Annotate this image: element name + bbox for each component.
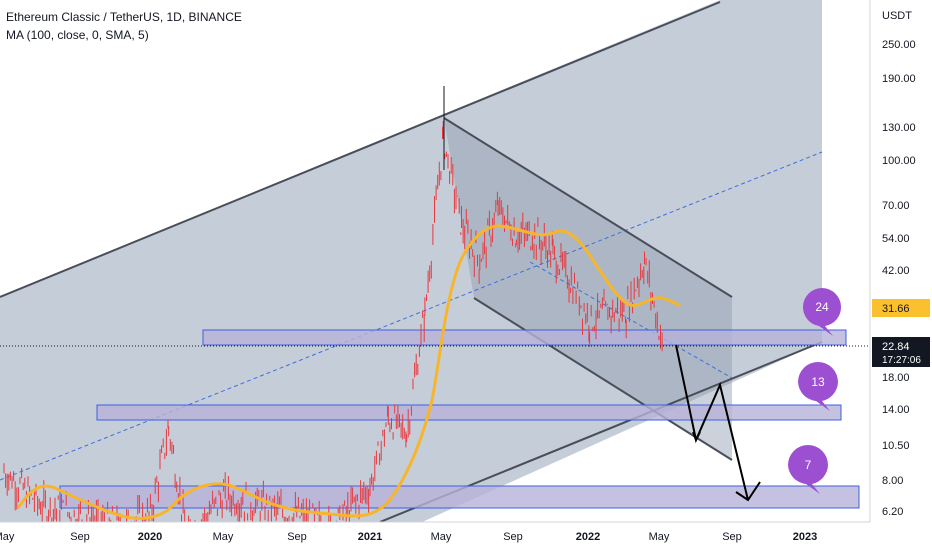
badge-24-label: 24 <box>815 300 829 314</box>
price-candles <box>3 86 663 522</box>
bar-countdown: 17:27:06 <box>882 355 921 366</box>
time-axis[interactable]: May Sep 2020 May Sep 2021 May Sep 2022 May Sep 2023 <box>0 521 870 550</box>
ma-price-badge: 31.66 <box>872 299 930 317</box>
ascending-channel <box>0 0 822 522</box>
time-tick-label: May <box>431 531 452 543</box>
badge-7-label: 7 <box>805 458 812 472</box>
price-tick-label: 130.00 <box>882 122 916 134</box>
time-tick-label: 2022 <box>576 531 600 543</box>
badge-13-label: 13 <box>811 375 825 389</box>
zone-7-box[interactable] <box>59 485 860 509</box>
price-tick-label: 54.00 <box>882 233 910 245</box>
price-tick-label: 100.00 <box>882 155 916 167</box>
ma-price-badge-label: 31.66 <box>882 303 910 315</box>
time-tick-label: May <box>0 531 15 543</box>
price-tick-label: 190.00 <box>882 73 916 85</box>
time-tick-label: May <box>649 531 670 543</box>
price-tick-label: 6.20 <box>882 506 903 518</box>
time-tick-label: 2023 <box>793 531 817 543</box>
time-tick-label: Sep <box>287 531 307 543</box>
zone-13-box[interactable] <box>96 404 842 421</box>
price-tick-label: 8.00 <box>882 475 903 487</box>
ma-line <box>16 224 681 520</box>
time-tick-label: Sep <box>722 531 742 543</box>
time-tick-label: 2021 <box>358 531 382 543</box>
descending-channel-lower-line <box>473 297 733 461</box>
projection-path <box>675 344 749 501</box>
ascending-channel-upper-line <box>0 1 721 298</box>
descending-channel <box>444 118 732 460</box>
time-tick-label: Sep <box>70 531 90 543</box>
last-price-value: 22.84 <box>882 341 910 353</box>
badge-7[interactable]: 7 <box>788 445 828 494</box>
price-tick-label: 10.50 <box>882 440 910 452</box>
price-tick-label: 250.00 <box>882 39 916 51</box>
zone-24-box[interactable] <box>202 329 847 346</box>
projection-arrowhead-1 <box>692 431 701 443</box>
last-price-badge: 22.84 17:27:06 <box>872 337 930 367</box>
indicator-legend[interactable]: MA (100, close, 0, SMA, 5) <box>6 28 149 42</box>
price-axis[interactable]: USDT 250.00 190.00 130.00 100.00 70.00 54.00 4… <box>869 0 932 550</box>
price-tick-label: 42.00 <box>882 265 910 277</box>
badge-13[interactable]: 13 <box>798 362 838 411</box>
descending-channel-midline <box>529 261 733 379</box>
time-tick-label: 2020 <box>138 531 162 543</box>
time-tick-label: May <box>213 531 234 543</box>
chart-title: Ethereum Classic / TetherUS, 1D, BINANCE <box>6 10 242 24</box>
ascending-channel-midline <box>0 151 823 481</box>
price-tick-label: 18.00 <box>882 372 910 384</box>
descending-channel-upper-line <box>443 117 733 298</box>
time-tick-label: Sep <box>503 531 523 543</box>
price-axis-unit: USDT <box>882 10 912 22</box>
projection-arrowhead-2 <box>735 481 761 502</box>
price-tick-label: 70.00 <box>882 200 910 212</box>
badge-24[interactable]: 24 <box>802 288 842 336</box>
price-tick-label: 14.00 <box>882 404 910 416</box>
plot-area <box>0 0 860 522</box>
